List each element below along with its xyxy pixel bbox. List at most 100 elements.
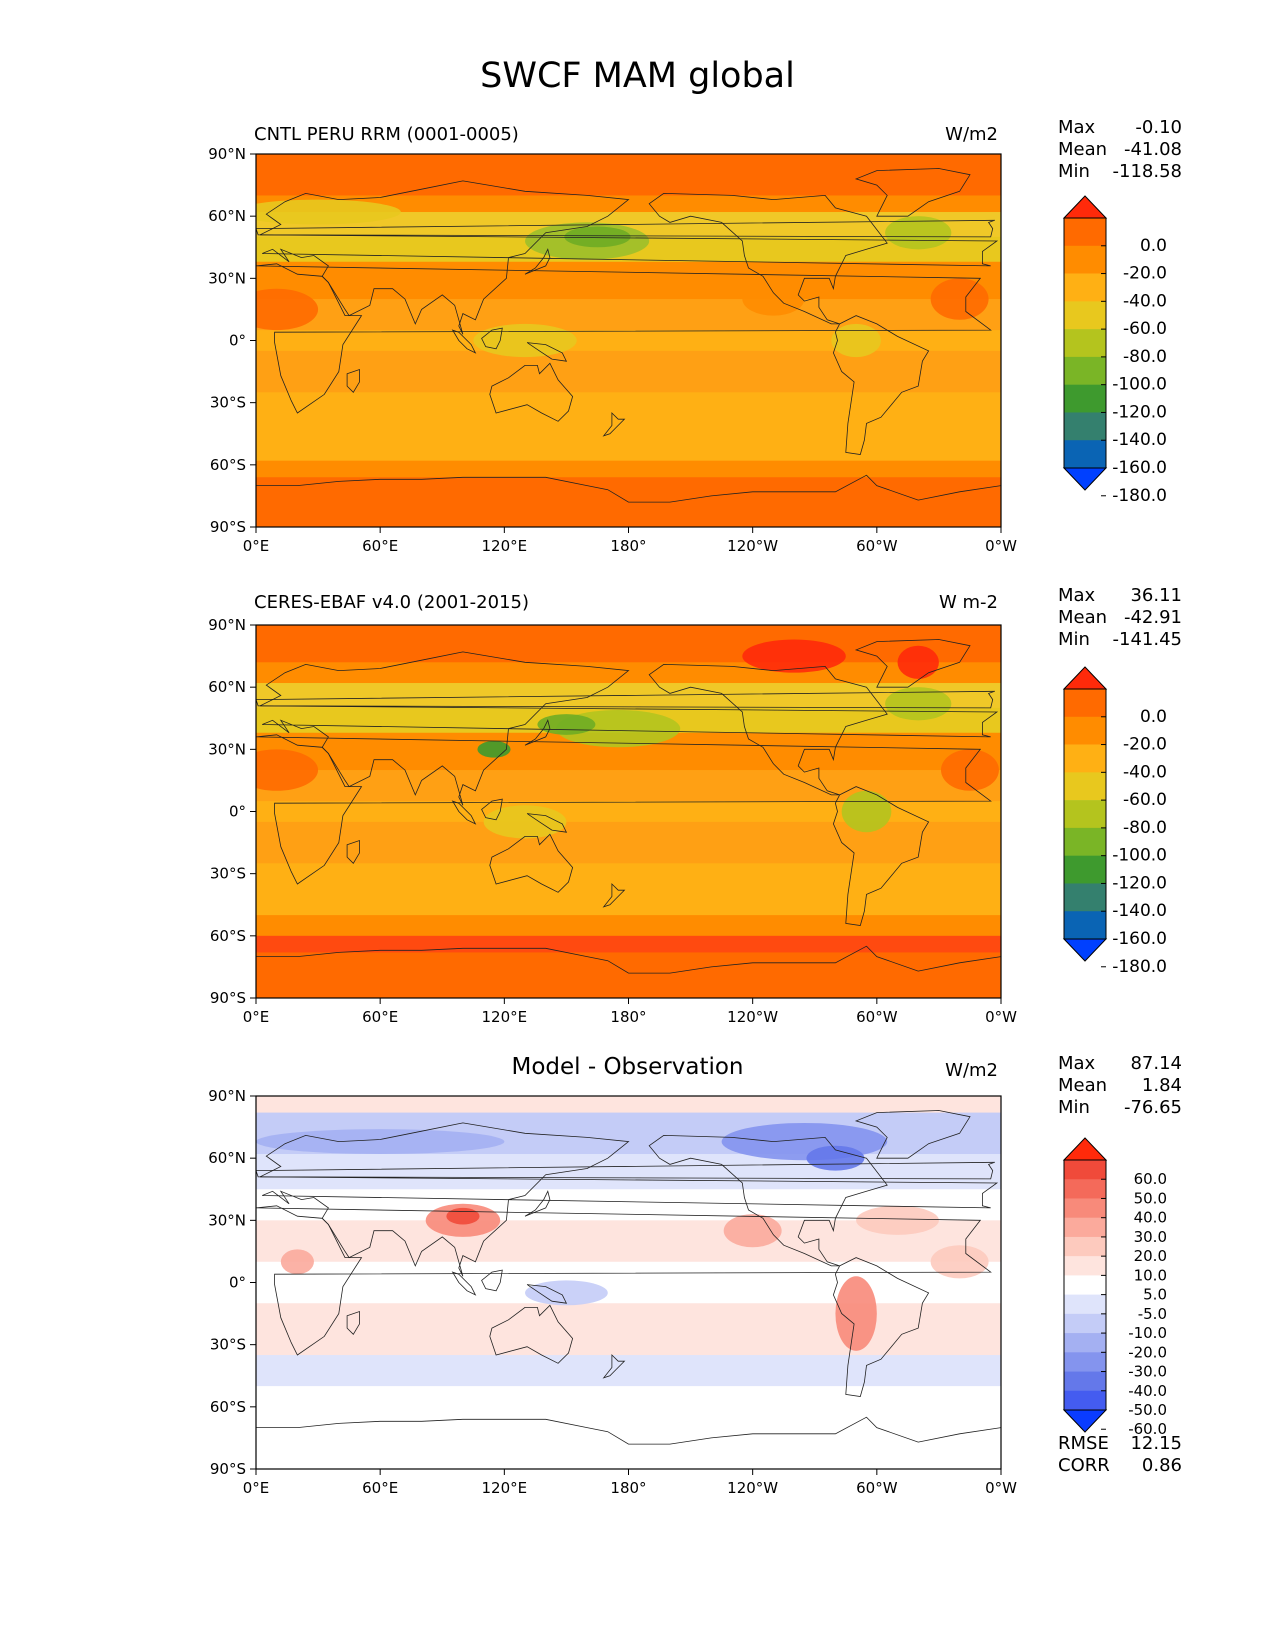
lon-tick-label: 60°E [362,1008,398,1026]
coastlines [256,639,1001,998]
panel1-title: CNTL PERU RRM (0001-0005) [254,124,519,145]
panel1-mean-value: -41.08 [1123,139,1182,160]
panel2-mean-value: -42.91 [1123,607,1182,628]
field-anomaly [256,1129,505,1155]
coastline-uk [256,690,995,709]
lon-tick-label: 0°E [243,1008,270,1026]
panel1-min-value: -118.58 [1112,161,1182,182]
rmse-value: 12.15 [1130,1433,1182,1454]
colorbar-segment [1064,384,1106,413]
map-field-3 [256,1096,1001,1469]
coastline-borneo [481,798,503,821]
coastline-japan [524,719,551,746]
field-anomaly [930,1245,989,1279]
colorbar-tick-label: -140.0 [1112,430,1167,450]
lon-tick-label: 60°W [856,537,898,555]
lon-tick-label: 0°W [985,1479,1017,1497]
colorbar-tick-label: -180.0 [1112,957,1167,977]
field-band [256,863,1001,916]
colorbar-segment [1064,412,1106,441]
coastline-eurasia [259,651,999,806]
coastline-antarctica [256,474,1001,527]
lat-tick-label: 60°S [210,927,246,945]
field-band [256,801,1001,823]
colorbar-segment [1064,883,1106,912]
field-band [256,625,1001,663]
coastline-uk [256,219,995,238]
colorbar-segment [1064,1275,1106,1295]
coastline-australia [489,362,574,422]
colorbar-segment [1064,1160,1106,1180]
lat-tick-label: 60°N [208,678,246,696]
colorbar-tick-label: -40.0 [1123,762,1167,782]
colorbar-segment [1064,1371,1106,1392]
lat-tick-label: 90°N [208,145,246,163]
coastline-uk [256,1161,995,1180]
lon-tick-label: 60°W [856,1008,898,1026]
field-band [256,1417,1001,1469]
lat-tick-label: 90°S [210,1460,246,1478]
lat-tick-label: 90°N [208,616,246,634]
panel3-mean-label: Mean [1058,1075,1108,1096]
lon-tick-label: 180° [610,1479,646,1497]
colorbar-extend-min [1062,1409,1108,1433]
lat-tick-label: 90°N [208,1087,246,1105]
coastline-borneo [481,327,503,350]
field-anomaly [256,749,319,791]
coastline-greenland [854,1110,971,1159]
lat-tick-label: 90°S [210,518,246,536]
lat-tick-label: 0° [229,1274,246,1292]
panel3-max-value: 87.14 [1130,1053,1182,1074]
colorbar-segment [1064,716,1106,745]
colorbar-extend-max [1062,666,1108,690]
coastlines [256,168,1001,527]
coastline-japan [524,1190,551,1217]
colorbar-segment [1064,800,1106,829]
field-anomaly [742,639,846,673]
coastlines [256,1110,1001,1469]
colorbar-extend-max [1062,1137,1108,1161]
field-anomaly [841,790,892,833]
colorbar-segment [1064,245,1106,274]
field-band [256,1154,1001,1190]
panel1-max-value: -0.10 [1135,117,1182,138]
lat-tick-label: 60°N [208,1149,246,1167]
colorbar-tick-label: 5.0 [1143,1286,1167,1304]
field-anomaly [483,805,567,839]
field-band [256,1355,1001,1387]
field-anomaly [856,1205,939,1235]
lon-tick-label: 60°E [362,1479,398,1497]
lon-tick-label: 0°E [243,1479,270,1497]
colorbar-segment [1064,1217,1106,1238]
field-band [256,821,1001,864]
coastline-newguinea [526,342,568,362]
lon-tick-label: 0°W [985,537,1017,555]
coastline-africa [256,263,992,414]
lon-tick-label: 60°W [856,1479,898,1497]
colorbar-segment [1064,1390,1106,1411]
lat-tick-label: 60°S [210,1398,246,1416]
coastline-eurasia [259,1122,999,1277]
field-anomaly [280,1249,314,1275]
field-band [256,299,1001,331]
page-title: SWCF MAM global [480,56,795,96]
lat-tick-label: 0° [229,803,246,821]
colorbar-segment [1064,329,1106,358]
coastline-namerica [648,192,888,325]
colorbar-segment [1064,855,1106,884]
field-band [256,662,1001,684]
colorbar-segment [1064,1236,1106,1257]
coastline-borneo [481,1269,503,1292]
field-anomaly [940,749,999,791]
field-anomaly [885,687,952,721]
colorbar-tick-label: 50.0 [1134,1189,1167,1207]
coastline-sumatra [451,800,477,825]
colorbar-tick-label: -50.0 [1128,1401,1167,1419]
panel2-max-value: 36.11 [1130,585,1182,606]
field-band [256,952,1001,998]
colorbar-segment [1064,1179,1106,1199]
field-band [256,935,1001,953]
lat-tick-label: 60°N [208,207,246,225]
colorbar-segment [1064,827,1106,856]
panel2-min-label: Min [1058,629,1090,650]
